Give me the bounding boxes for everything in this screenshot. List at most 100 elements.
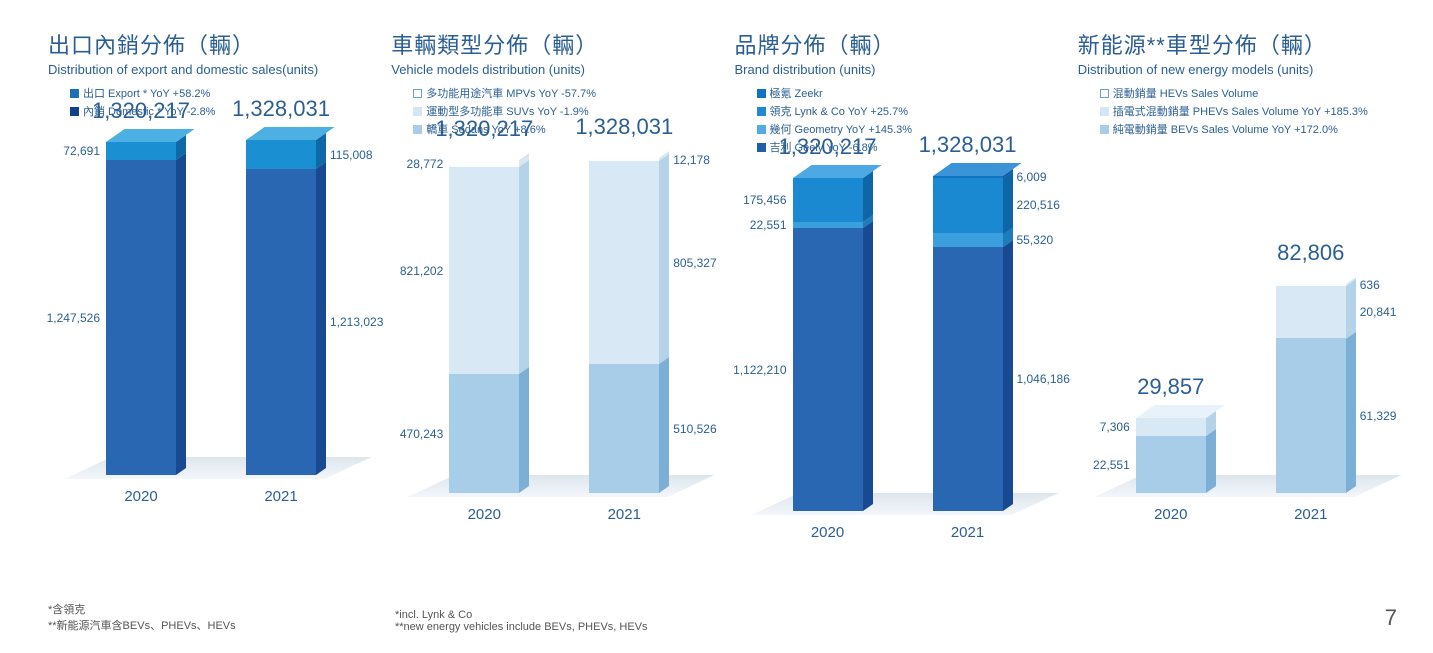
segment-label: 1,046,186 xyxy=(1017,372,1070,386)
segment-label: 7,306 xyxy=(1100,420,1130,434)
legend-item: 極氪 Zeekr xyxy=(757,85,1060,101)
bar-segment xyxy=(246,169,316,475)
plot: 1,122,21022,551175,4561,320,21720201,046… xyxy=(735,163,1060,511)
legend-swatch xyxy=(1100,89,1109,98)
legend-swatch xyxy=(757,89,766,98)
bar-side xyxy=(316,162,326,475)
chart-title-en: Vehicle models distribution (units) xyxy=(391,62,716,77)
segment-label: 175,456 xyxy=(743,193,786,207)
x-axis-label: 2021 xyxy=(918,524,1018,541)
bar-segment xyxy=(1276,284,1346,286)
chart-panel-export_domestic: 出口內銷分佈（輛） Distribution of export and dome… xyxy=(48,28,373,563)
segment-label: 636 xyxy=(1360,278,1380,292)
plot: 470,243821,20228,7721,320,2172020510,526… xyxy=(391,145,716,493)
chart-title-cn: 品牌分佈（輛） xyxy=(735,28,1060,60)
bar-segment xyxy=(1276,338,1346,493)
chart-panel-new_energy: 新能源**車型分佈（輛） Distribution of new energy m… xyxy=(1078,28,1403,563)
x-axis-label: 2021 xyxy=(231,488,331,505)
plot: 1,247,52672,6911,320,21720201,213,023115… xyxy=(48,127,373,475)
segment-label: 20,841 xyxy=(1360,305,1397,319)
chart-panel-vehicle_models: 車輛類型分佈（輛） Vehicle models distribution (un… xyxy=(391,28,716,563)
segment-label: 6,009 xyxy=(1017,170,1047,184)
segment-label: 510,526 xyxy=(673,422,716,436)
bar-side xyxy=(1003,240,1013,511)
chart-title-cn: 車輛類型分佈（輛） xyxy=(391,28,716,60)
plot-wrap: 470,243821,20228,7721,320,2172020510,526… xyxy=(391,145,716,545)
bar-side xyxy=(1206,429,1216,493)
bar-segment xyxy=(933,233,1003,247)
chart-panel-brand: 品牌分佈（輛） Brand distribution (units) 極氪 Zeek… xyxy=(735,28,1060,563)
bar-side xyxy=(1346,331,1356,493)
plot-wrap: 22,5517,30629,857202061,32920,84163682,8… xyxy=(1078,145,1403,545)
footnote-line: **新能源汽車含BEVs、PHEVs、HEVs xyxy=(48,617,236,633)
bar-total-label: 1,328,031 xyxy=(181,96,381,122)
chart-title-en: Distribution of new energy models (units… xyxy=(1078,62,1403,77)
plot-wrap: 1,247,52672,6911,320,21720201,213,023115… xyxy=(48,127,373,527)
segment-label: 28,772 xyxy=(407,157,444,171)
bar-segment xyxy=(449,160,519,167)
segment-label: 1,247,526 xyxy=(47,311,100,325)
segment-label: 470,243 xyxy=(400,427,443,441)
legend-swatch xyxy=(413,107,422,116)
legend-swatch xyxy=(1100,125,1109,134)
segment-label: 12,178 xyxy=(673,153,710,167)
bar-total-label: 29,857 xyxy=(1071,374,1271,400)
x-axis-label: 2020 xyxy=(1121,506,1221,523)
segment-label: 1,122,210 xyxy=(733,363,786,377)
bar-segment xyxy=(1136,418,1206,436)
segment-label: 1,213,023 xyxy=(330,315,383,329)
chart-title-en: Distribution of export and domestic sale… xyxy=(48,62,373,77)
page-number: 7 xyxy=(1385,605,1397,631)
x-axis-label: 2020 xyxy=(434,506,534,523)
footnotes-mid: *incl. Lynk & Co **new energy vehicles i… xyxy=(395,609,648,633)
segment-label: 55,320 xyxy=(1017,233,1054,247)
legend: 混動銷量 HEVs Sales Volume 插電式混動銷量 PHEVs Sale… xyxy=(1100,85,1403,137)
bar-total-label: 82,806 xyxy=(1211,240,1411,266)
bar-side xyxy=(519,367,529,493)
bar-side xyxy=(1003,171,1013,234)
legend-swatch xyxy=(757,125,766,134)
legend-item: 插電式混動銷量 PHEVs Sales Volume YoY +185.3% xyxy=(1100,103,1403,119)
bar-segment xyxy=(793,222,863,228)
chart-title-cn: 新能源**車型分佈（輛） xyxy=(1078,28,1403,60)
segment-label: 115,008 xyxy=(330,148,373,162)
legend-swatch xyxy=(70,89,79,98)
footnote-line: *含領克 xyxy=(48,601,236,617)
segment-label: 72,691 xyxy=(63,144,100,158)
bar-segment xyxy=(793,178,863,222)
legend-label: 領克 Lynk & Co YoY +25.7% xyxy=(770,103,909,119)
footnote-line: **new energy vehicles include BEVs, PHEV… xyxy=(395,621,648,633)
bar-segment xyxy=(933,247,1003,511)
footnotes-left: *含領克 **新能源汽車含BEVs、PHEVs、HEVs xyxy=(48,601,236,633)
bar-segment xyxy=(449,167,519,374)
x-axis-label: 2021 xyxy=(1261,506,1361,523)
x-axis-label: 2020 xyxy=(91,488,191,505)
bar-segment xyxy=(933,178,1003,234)
legend-swatch xyxy=(1100,107,1109,116)
bar-side xyxy=(176,153,186,475)
chart-title-en: Brand distribution (units) xyxy=(735,62,1060,77)
chart-title-cn: 出口內銷分佈（輛） xyxy=(48,28,373,60)
bar-side xyxy=(659,357,669,493)
bar-segment xyxy=(933,176,1003,178)
segment-label: 22,551 xyxy=(1093,458,1130,472)
legend-item: 領克 Lynk & Co YoY +25.7% xyxy=(757,103,1060,119)
bar-side xyxy=(1346,279,1356,339)
bar-segment xyxy=(246,140,316,169)
legend-item: 多功能用途汽車 MPVs YoY -57.7% xyxy=(413,85,716,101)
bar-segment xyxy=(589,364,659,493)
bar-side xyxy=(863,221,873,511)
segment-label: 805,327 xyxy=(673,256,716,270)
bar-total-label: 1,328,031 xyxy=(524,114,724,140)
segment-label: 22,551 xyxy=(750,218,787,232)
segment-label: 220,516 xyxy=(1017,198,1060,212)
footnote-line: *incl. Lynk & Co xyxy=(395,609,648,621)
legend-item: 混動銷量 HEVs Sales Volume xyxy=(1100,85,1403,101)
legend-label: 純電動銷量 BEVs Sales Volume YoY +172.0% xyxy=(1113,121,1338,137)
legend-label: 混動銷量 HEVs Sales Volume xyxy=(1113,85,1259,101)
bar-side xyxy=(863,171,873,222)
plot: 22,5517,30629,857202061,32920,84163682,8… xyxy=(1078,145,1403,493)
bar-segment xyxy=(589,161,659,364)
segment-label: 61,329 xyxy=(1360,409,1397,423)
plot-wrap: 1,122,21022,551175,4561,320,21720201,046… xyxy=(735,163,1060,563)
